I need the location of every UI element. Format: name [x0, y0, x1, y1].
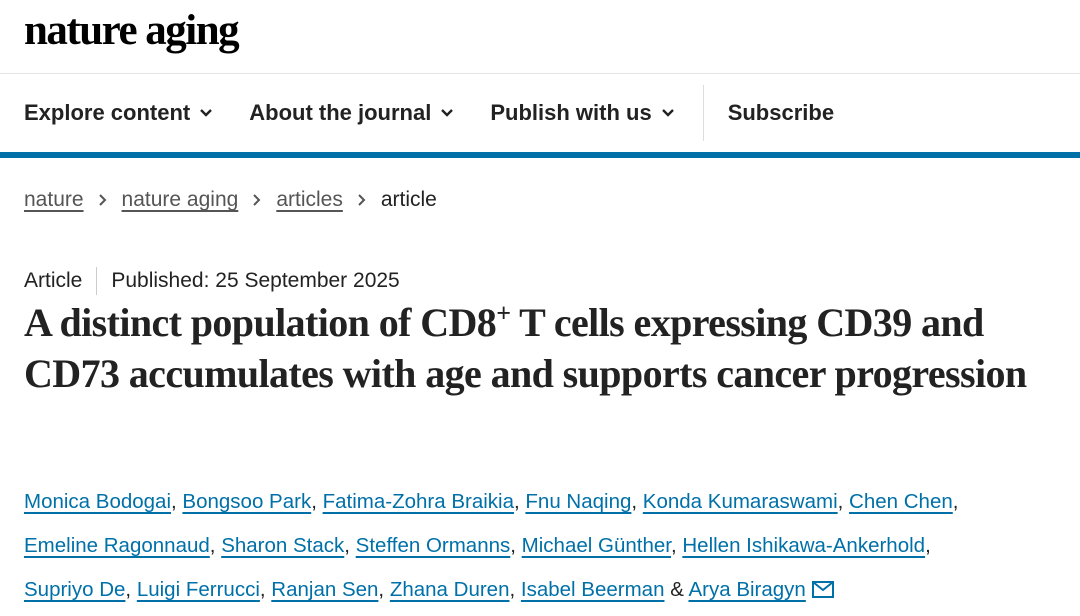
- accent-bar: [0, 152, 1080, 158]
- article-title: A distinct population of CD8+ T cells ex…: [24, 297, 1069, 399]
- main-nav: Explore content About the journal Publis…: [24, 85, 870, 141]
- author-link[interactable]: Michael Günther: [521, 534, 671, 557]
- author-separator: ,: [125, 578, 132, 601]
- article-meta: Article Published: 25 September 2025: [24, 267, 400, 295]
- chevron-down: [200, 109, 213, 117]
- author-line: Emeline Ragonnaud, Sharon Stack, Steffen…: [24, 524, 1074, 568]
- author-link[interactable]: Hellen Ishikawa-Ankerhold: [682, 534, 926, 557]
- author-link[interactable]: Luigi Ferrucci: [136, 578, 260, 601]
- breadcrumb-chevron: [253, 194, 261, 206]
- author-link[interactable]: Bongsoo Park: [182, 490, 312, 513]
- chevron-down: [661, 109, 674, 117]
- logo[interactable]: nature aging: [24, 7, 240, 54]
- author-link[interactable]: Chen Chen: [849, 490, 953, 513]
- author-link[interactable]: Fatima-Zohra Braikia: [322, 490, 514, 513]
- author-link[interactable]: Fnu Naqing: [525, 490, 632, 513]
- breadcrumb-current: article: [380, 188, 437, 211]
- nav-label[interactable]: About the journal: [249, 100, 432, 125]
- subscribe-link[interactable]: Subscribe: [728, 100, 834, 126]
- nav-item[interactable]: Explore content: [24, 100, 213, 126]
- breadcrumb-chevron: [98, 194, 106, 206]
- meta-divider: [96, 267, 98, 295]
- author-separator: ,: [837, 490, 844, 513]
- author-separator: ,: [378, 578, 385, 601]
- author-separator: ,: [344, 534, 350, 557]
- breadcrumb-link[interactable]: nature: [24, 188, 84, 211]
- author-link[interactable]: Steffen Ormanns: [355, 534, 511, 557]
- breadcrumb-link[interactable]: articles: [276, 188, 343, 211]
- article-type: Article: [24, 269, 83, 292]
- author-link[interactable]: Supriyo De: [24, 578, 126, 601]
- author-separator: ,: [171, 490, 177, 513]
- breadcrumb-chevron: [358, 194, 366, 206]
- author-link[interactable]: Arya Biragyn: [688, 578, 806, 601]
- author-separator: ,: [925, 534, 931, 557]
- author-conjunction: &: [670, 578, 684, 601]
- author-separator: ,: [509, 578, 516, 601]
- author-link[interactable]: Sharon Stack: [221, 534, 345, 557]
- nav-label[interactable]: Explore content: [24, 100, 191, 125]
- author-line: Supriyo De, Luigi Ferrucci, Ranjan Sen, …: [24, 568, 1074, 612]
- author-link[interactable]: Isabel Beerman: [520, 578, 665, 601]
- author-separator: ,: [259, 578, 266, 601]
- title-text: T cells expressing CD39 and CD73 accumul…: [24, 300, 1027, 396]
- title-text: A distinct population of CD8: [24, 300, 497, 345]
- author-list: Monica Bodogai, Bongsoo Park, Fatima-Zoh…: [24, 480, 1074, 612]
- author-link[interactable]: Zhana Duren: [389, 578, 510, 601]
- nav-label[interactable]: Subscribe: [727, 100, 835, 125]
- author-separator: ,: [670, 534, 677, 557]
- header-divider: [0, 73, 1080, 74]
- nav-item[interactable]: About the journal: [249, 100, 454, 126]
- author-separator: ,: [514, 490, 520, 513]
- author-separator: ,: [631, 490, 638, 513]
- title-superscript: +: [496, 298, 511, 328]
- author-separator: ,: [311, 490, 317, 513]
- author-link[interactable]: Konda Kumaraswami: [642, 490, 838, 513]
- nav-divider: [702, 85, 704, 141]
- breadcrumb-link[interactable]: nature aging: [121, 188, 239, 211]
- email-icon[interactable]: [811, 581, 834, 598]
- author-link[interactable]: Monica Bodogai: [24, 490, 172, 513]
- chevron-down: [441, 109, 454, 117]
- nav-label[interactable]: Publish with us: [490, 100, 652, 125]
- author-line: Monica Bodogai, Bongsoo Park, Fatima-Zoh…: [24, 480, 1074, 524]
- author-link[interactable]: Ranjan Sen: [271, 578, 379, 601]
- published-date: Published: 25 September 2025: [111, 269, 400, 292]
- author-separator: ,: [952, 490, 959, 513]
- author-link[interactable]: Emeline Ragonnaud: [24, 534, 210, 557]
- author-separator: ,: [510, 534, 516, 557]
- breadcrumbs: nature nature aging articles article: [24, 188, 437, 212]
- author-separator: ,: [209, 534, 216, 557]
- nav-item[interactable]: Publish with us: [490, 100, 674, 126]
